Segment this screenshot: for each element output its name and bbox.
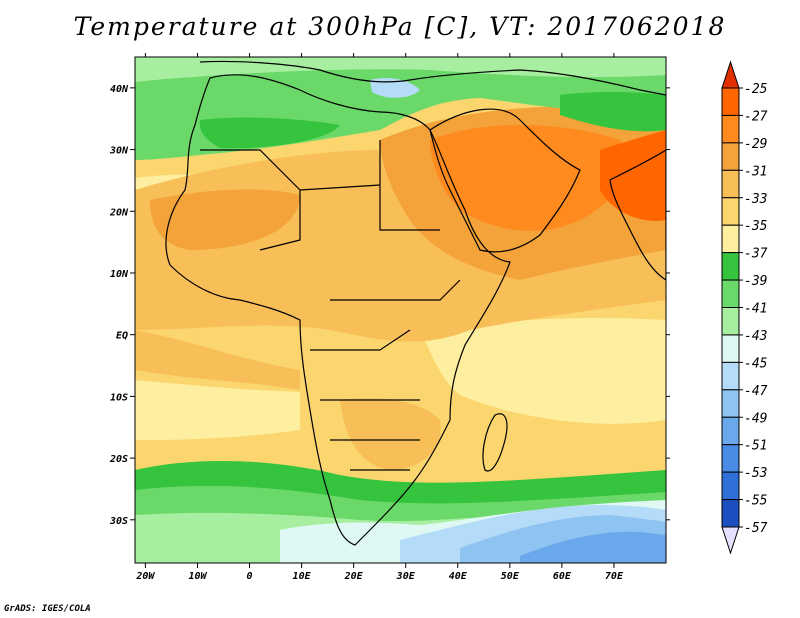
chart-title: Temperature at 300hPa [C], VT: 201706201… bbox=[73, 12, 727, 41]
x-tick-label: 70E bbox=[605, 571, 624, 582]
temperature-field bbox=[135, 57, 666, 563]
colorbar-label: -25 bbox=[744, 82, 768, 97]
field-patch-aegean bbox=[370, 78, 420, 98]
x-tick-label: 40E bbox=[449, 571, 468, 582]
colorbar: -25 -27 -29 -31 -33 -35 -37 -39 -41 -43 -45 -47 -49 -… bbox=[721, 60, 768, 555]
y-tick-label: 30S bbox=[109, 516, 128, 527]
field-patch-indian-ocean bbox=[420, 318, 666, 424]
colorbar-label: -45 bbox=[744, 356, 768, 371]
colorbar-segment bbox=[721, 114, 740, 144]
colorbar-label: -39 bbox=[744, 274, 767, 289]
colorbar-label: -35 bbox=[744, 219, 768, 234]
colorbar-segment bbox=[721, 471, 740, 501]
madagascar-coastline bbox=[482, 413, 508, 472]
colorbar-segment bbox=[721, 169, 740, 199]
colorbar-segment bbox=[721, 87, 740, 116]
colorbar-label: -27 bbox=[744, 109, 768, 124]
colorbar-segment bbox=[721, 416, 740, 446]
y-tick-label: 40N bbox=[110, 84, 129, 95]
x-tick-label: 20W bbox=[135, 571, 155, 582]
colorbar-label: -43 bbox=[744, 329, 767, 344]
colorbar-label: -29 bbox=[744, 137, 767, 152]
x-tick-label: 50E bbox=[501, 571, 520, 582]
y-tick-label: 10S bbox=[110, 392, 128, 403]
colorbar-label: -51 bbox=[744, 439, 767, 454]
india-coastline bbox=[609, 149, 666, 281]
coastlines bbox=[165, 60, 666, 546]
field-patch-southern-africa bbox=[340, 398, 441, 470]
colorbar-segment bbox=[721, 252, 740, 281]
colorbar-label: -47 bbox=[744, 384, 768, 399]
x-tick-label: 20E bbox=[344, 571, 364, 582]
y-tick-label: 30N bbox=[109, 146, 129, 157]
colorbar-label: -57 bbox=[744, 521, 768, 536]
borders-north bbox=[200, 140, 461, 301]
x-tick-label: 10W bbox=[188, 571, 207, 582]
field-patch-central-asia bbox=[560, 91, 666, 132]
africa-coastline bbox=[165, 74, 511, 546]
y-tick-label: 10N bbox=[110, 269, 129, 280]
x-tick-label: 0 bbox=[247, 571, 253, 582]
europe-coastline bbox=[199, 60, 666, 96]
colorbar-label: -37 bbox=[744, 247, 768, 262]
colorbar-segment bbox=[721, 307, 740, 336]
field-patch-sahara-west bbox=[150, 189, 300, 250]
colorbar-label: -55 bbox=[744, 494, 768, 509]
y-tick-label: 20S bbox=[109, 454, 128, 465]
y-axis: 40N 30N 20N 10N EQ 10S 20S 30S bbox=[109, 84, 670, 527]
field-band-south-blue-3 bbox=[520, 531, 666, 563]
colorbar-label: -53 bbox=[744, 466, 767, 481]
colorbar-label: -31 bbox=[744, 164, 767, 179]
colorbar-segment bbox=[721, 197, 740, 226]
y-tick-label: 20N bbox=[109, 207, 129, 218]
colorbar-bottom-arrow bbox=[721, 526, 740, 555]
borders-south bbox=[310, 329, 420, 471]
colorbar-segment bbox=[721, 224, 740, 254]
colorbar-label: -49 bbox=[744, 411, 767, 426]
y-tick-label: EQ bbox=[116, 331, 128, 342]
colorbar-label: -33 bbox=[744, 192, 767, 207]
field-patch-gulf bbox=[430, 125, 628, 231]
colorbar-segment bbox=[721, 334, 740, 363]
field-band-south bbox=[135, 380, 300, 440]
colorbar-segment bbox=[721, 444, 740, 473]
x-axis: 20W 10W 0 10E 20E 30E 40E 50E 60E 70E bbox=[135, 53, 624, 582]
colorbar-segment bbox=[721, 142, 740, 171]
colorbar-segment bbox=[721, 499, 740, 528]
arabia-coastline bbox=[429, 108, 581, 253]
colorbar-label: -41 bbox=[744, 302, 767, 317]
colorbar-top-arrow bbox=[721, 60, 740, 89]
x-tick-label: 60E bbox=[553, 571, 572, 582]
colorbar-segment bbox=[721, 361, 740, 391]
x-tick-label: 30E bbox=[396, 571, 416, 582]
credit-text: GrADS: IGES/COLA bbox=[4, 604, 91, 614]
field-band-equator bbox=[135, 330, 300, 390]
field-patch-india-hot bbox=[600, 130, 666, 221]
colorbar-segment bbox=[721, 279, 740, 308]
field-patch-north-africa bbox=[199, 117, 340, 149]
map-frame bbox=[134, 56, 667, 564]
x-tick-label: 10E bbox=[293, 571, 312, 582]
colorbar-segment bbox=[721, 389, 740, 418]
